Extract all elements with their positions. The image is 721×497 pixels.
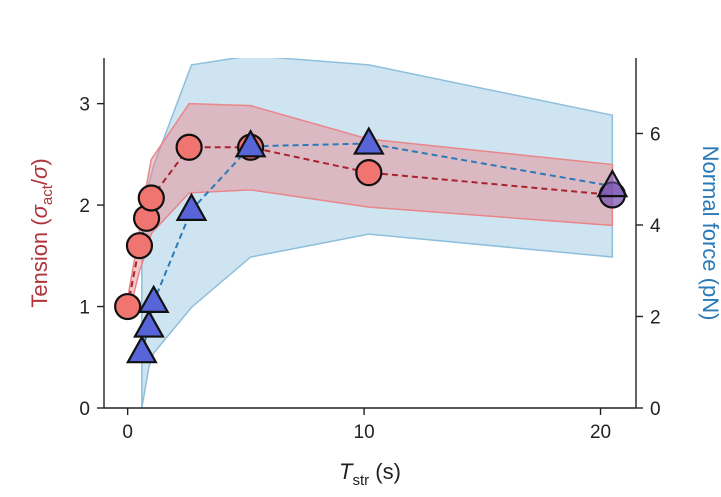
y-right-ticks: 0 2 4 6 [636,124,661,420]
tension-point [175,133,203,161]
force-point [125,334,158,364]
x-ticks: 0 10 20 [122,408,611,443]
force-marker-group [125,126,629,364]
tension-point [125,232,154,260]
tension-point [355,159,383,187]
y-left-axis-title: Tension (σact/σ) [27,158,56,307]
tension-line-group [126,146,613,307]
force-point [596,168,629,198]
tension-point [137,184,165,212]
y-right-tick-label: 2 [650,307,661,328]
force-point [352,126,385,155]
y-left-ticks: 0 1 2 3 [79,95,104,420]
x-tick-label: 10 [354,422,375,443]
force-point [137,284,170,313]
x-tick-label: 0 [122,422,133,443]
y-right-tick-label: 6 [650,124,661,145]
y-left-tick-label: 3 [79,95,90,116]
axes-frame [103,58,637,409]
force-point [175,192,208,221]
force-point [133,309,165,338]
y-left-tick-label: 1 [79,298,90,319]
y-left-tick-label: 2 [79,196,90,217]
x-tick-label: 20 [590,422,611,443]
x-axis-title: Tstr (s) [339,459,401,489]
tension-point [114,292,142,321]
y-right-tick-label: 4 [650,216,661,237]
force-point [234,129,267,158]
y-right-tick-label: 0 [650,399,661,420]
y-left-tick-label: 0 [79,399,90,420]
tension-series-line [126,146,613,307]
y-right-axis-title: Normal force (pN) [698,146,721,321]
